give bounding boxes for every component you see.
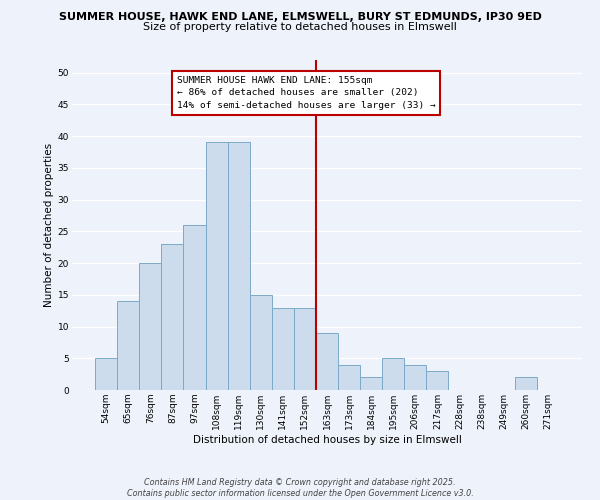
- Bar: [161, 244, 184, 390]
- Bar: [382, 358, 404, 390]
- Bar: [404, 364, 427, 390]
- Bar: [338, 364, 360, 390]
- Bar: [206, 142, 227, 390]
- Bar: [95, 358, 117, 390]
- Bar: [272, 308, 294, 390]
- Bar: [515, 378, 537, 390]
- Text: SUMMER HOUSE HAWK END LANE: 155sqm
← 86% of detached houses are smaller (202)
14: SUMMER HOUSE HAWK END LANE: 155sqm ← 86%…: [177, 76, 436, 110]
- Y-axis label: Number of detached properties: Number of detached properties: [44, 143, 53, 307]
- Bar: [117, 301, 139, 390]
- X-axis label: Distribution of detached houses by size in Elmswell: Distribution of detached houses by size …: [193, 434, 461, 444]
- Bar: [294, 308, 316, 390]
- Bar: [316, 333, 338, 390]
- Text: Contains HM Land Registry data © Crown copyright and database right 2025.
Contai: Contains HM Land Registry data © Crown c…: [127, 478, 473, 498]
- Text: SUMMER HOUSE, HAWK END LANE, ELMSWELL, BURY ST EDMUNDS, IP30 9ED: SUMMER HOUSE, HAWK END LANE, ELMSWELL, B…: [59, 12, 541, 22]
- Text: Size of property relative to detached houses in Elmswell: Size of property relative to detached ho…: [143, 22, 457, 32]
- Bar: [360, 378, 382, 390]
- Bar: [139, 263, 161, 390]
- Bar: [227, 142, 250, 390]
- Bar: [427, 371, 448, 390]
- Bar: [184, 225, 206, 390]
- Bar: [250, 295, 272, 390]
